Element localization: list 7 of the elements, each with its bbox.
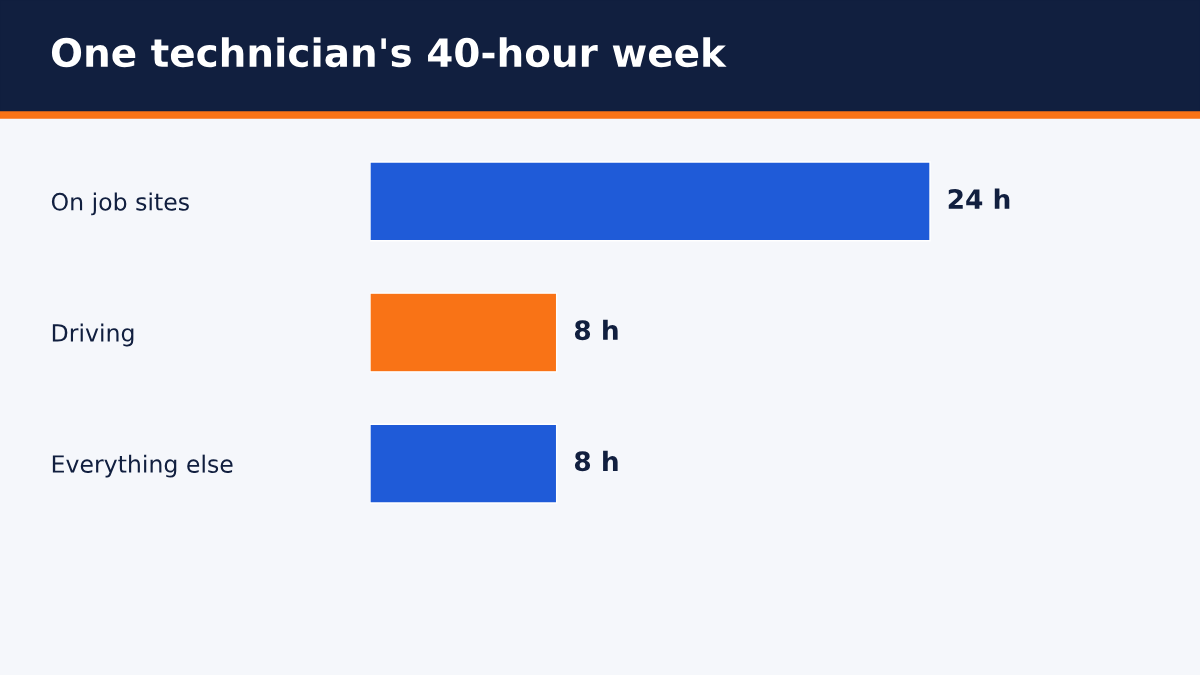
data-label: 8 h bbox=[574, 450, 618, 472]
y-tick-label: On job sites bbox=[51, 192, 189, 216]
chart-title: One technician's 40-hour week bbox=[51, 37, 727, 68]
y-tick-label: Driving bbox=[52, 323, 134, 347]
y-tick-label: Everything else bbox=[52, 454, 233, 478]
data-label: 24 h bbox=[948, 188, 1010, 209]
data-label: 8 h bbox=[574, 319, 618, 341]
